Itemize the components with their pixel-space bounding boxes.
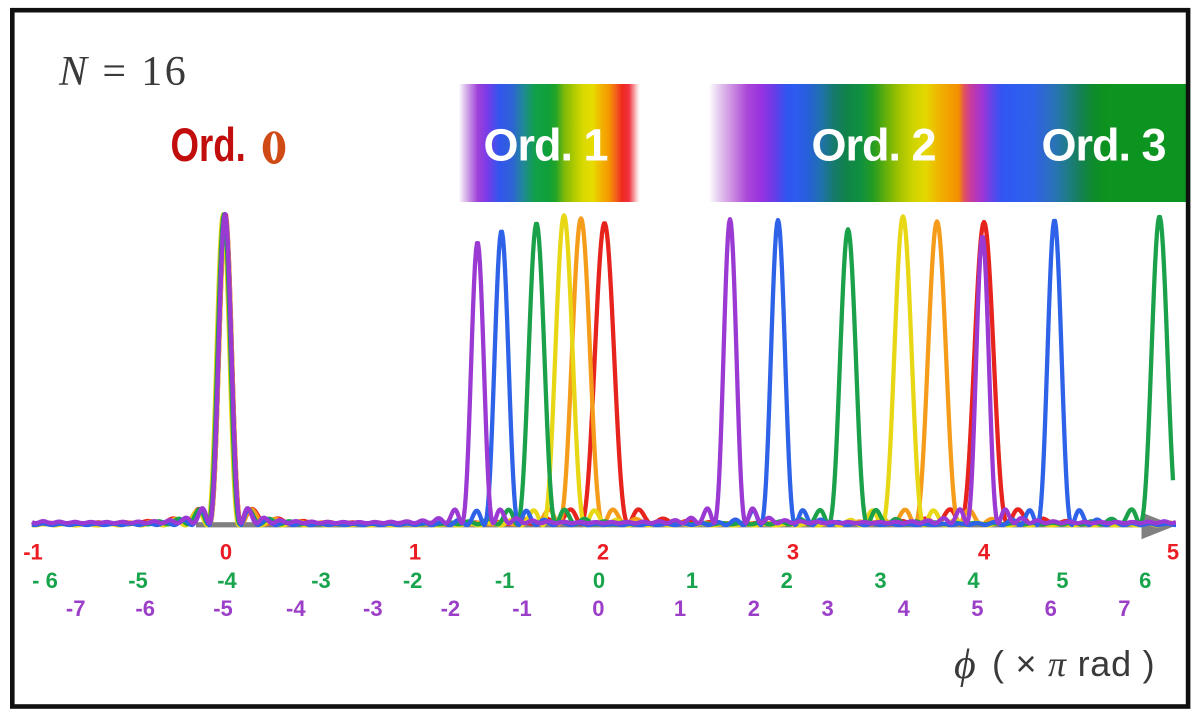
svg-text:0: 0 — [593, 568, 605, 593]
svg-text:3: 3 — [821, 596, 833, 621]
svg-text:5: 5 — [1056, 568, 1068, 593]
svg-text:-2: -2 — [441, 596, 461, 621]
svg-text:1: 1 — [409, 540, 421, 565]
svg-text:Ord. 1: Ord. 1 — [483, 120, 607, 171]
svg-text:-1: -1 — [23, 540, 43, 565]
svg-text:2: 2 — [748, 596, 760, 621]
svg-text:-5: -5 — [213, 596, 233, 621]
svg-text:Ord. 2: Ord. 2 — [811, 120, 935, 171]
svg-text:( × π rad ): ( × π rad ) — [992, 643, 1155, 684]
svg-text:Ord. 3: Ord. 3 — [1041, 120, 1165, 171]
svg-text:Ord.: Ord. — [171, 119, 246, 171]
svg-text:3: 3 — [874, 568, 886, 593]
svg-text:3: 3 — [787, 540, 799, 565]
svg-text:-3: -3 — [311, 568, 331, 593]
svg-text:-4: -4 — [217, 568, 237, 593]
svg-text:ϕ: ϕ — [954, 642, 976, 688]
svg-text:-2: -2 — [403, 568, 423, 593]
svg-text:- 6: - 6 — [32, 568, 58, 593]
svg-text:4: 4 — [967, 568, 980, 593]
svg-text:-5: -5 — [128, 568, 148, 593]
svg-text:5: 5 — [1167, 540, 1179, 565]
svg-text:6: 6 — [1045, 596, 1057, 621]
svg-text:4: 4 — [978, 540, 991, 565]
svg-text:N = 16: N = 16 — [58, 49, 188, 95]
svg-text:4: 4 — [898, 596, 911, 621]
svg-text:2: 2 — [597, 540, 609, 565]
svg-text:1: 1 — [686, 568, 698, 593]
svg-text:7: 7 — [1118, 596, 1130, 621]
svg-text:6: 6 — [1139, 568, 1151, 593]
svg-text:5: 5 — [971, 596, 983, 621]
svg-text:2: 2 — [781, 568, 793, 593]
svg-text:0: 0 — [220, 540, 232, 565]
svg-text:-7: -7 — [66, 596, 86, 621]
svg-text:1: 1 — [674, 596, 686, 621]
svg-text:-3: -3 — [363, 596, 383, 621]
svg-text:-1: -1 — [495, 568, 515, 593]
svg-text:-4: -4 — [286, 596, 306, 621]
svg-text:-6: -6 — [135, 596, 155, 621]
svg-text:-1: -1 — [512, 596, 532, 621]
svg-text:0: 0 — [592, 596, 604, 621]
